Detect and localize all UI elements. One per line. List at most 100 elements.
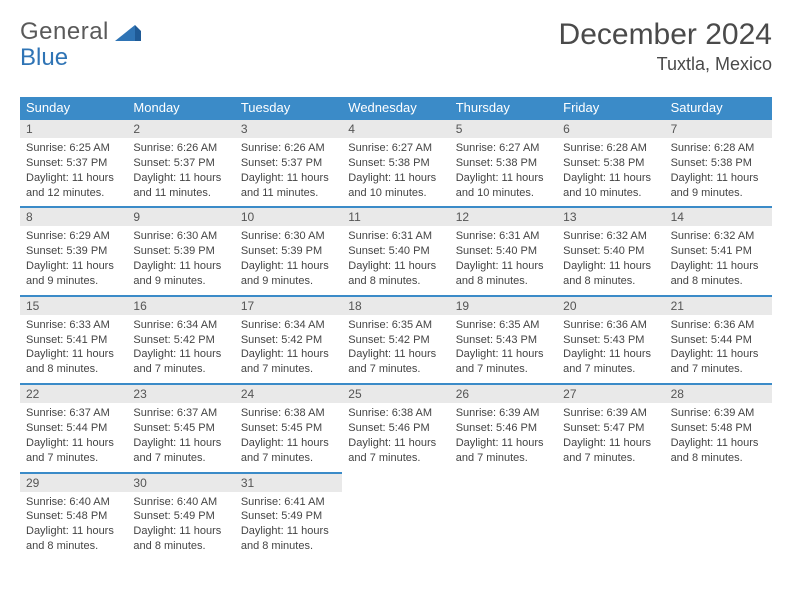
sunrise-line: Sunrise: 6:33 AM xyxy=(26,318,121,333)
day-body: Sunrise: 6:32 AMSunset: 5:40 PMDaylight:… xyxy=(557,226,664,294)
day-number: 19 xyxy=(450,297,557,315)
day-cell: 12Sunrise: 6:31 AMSunset: 5:40 PMDayligh… xyxy=(450,206,557,294)
sunrise-line: Sunrise: 6:39 AM xyxy=(563,406,658,421)
sunset-line: Sunset: 5:43 PM xyxy=(456,333,551,348)
sunset-line: Sunset: 5:40 PM xyxy=(456,244,551,259)
daylight-line: Daylight: 11 hours and 8 minutes. xyxy=(241,524,336,554)
daylight-line: Daylight: 11 hours and 8 minutes. xyxy=(563,259,658,289)
sunset-line: Sunset: 5:39 PM xyxy=(133,244,228,259)
daylight-line: Daylight: 11 hours and 7 minutes. xyxy=(241,347,336,377)
day-body: Sunrise: 6:39 AMSunset: 5:46 PMDaylight:… xyxy=(450,403,557,471)
sunset-line: Sunset: 5:42 PM xyxy=(133,333,228,348)
daylight-line: Daylight: 11 hours and 10 minutes. xyxy=(456,171,551,201)
day-cell: 21Sunrise: 6:36 AMSunset: 5:44 PMDayligh… xyxy=(665,295,772,383)
day-cell: 20Sunrise: 6:36 AMSunset: 5:43 PMDayligh… xyxy=(557,295,664,383)
sunset-line: Sunset: 5:43 PM xyxy=(563,333,658,348)
daylight-line: Daylight: 11 hours and 8 minutes. xyxy=(348,259,443,289)
sunrise-line: Sunrise: 6:32 AM xyxy=(671,229,766,244)
empty-day xyxy=(665,472,772,560)
daylight-line: Daylight: 11 hours and 7 minutes. xyxy=(671,347,766,377)
day-number: 29 xyxy=(20,474,127,492)
day-body: Sunrise: 6:34 AMSunset: 5:42 PMDaylight:… xyxy=(127,315,234,383)
daylight-line: Daylight: 11 hours and 10 minutes. xyxy=(563,171,658,201)
day-cell: 16Sunrise: 6:34 AMSunset: 5:42 PMDayligh… xyxy=(127,295,234,383)
day-number: 8 xyxy=(20,208,127,226)
empty-day xyxy=(450,472,557,560)
day-body: Sunrise: 6:37 AMSunset: 5:44 PMDaylight:… xyxy=(20,403,127,471)
weekday-header: Sunday xyxy=(20,97,127,118)
weekday-header: Tuesday xyxy=(235,97,342,118)
sunset-line: Sunset: 5:37 PM xyxy=(133,156,228,171)
sunset-line: Sunset: 5:38 PM xyxy=(563,156,658,171)
daylight-line: Daylight: 11 hours and 11 minutes. xyxy=(133,171,228,201)
day-body: Sunrise: 6:25 AMSunset: 5:37 PMDaylight:… xyxy=(20,138,127,206)
day-cell: 7Sunrise: 6:28 AMSunset: 5:38 PMDaylight… xyxy=(665,118,772,206)
day-body: Sunrise: 6:30 AMSunset: 5:39 PMDaylight:… xyxy=(235,226,342,294)
sunset-line: Sunset: 5:39 PM xyxy=(26,244,121,259)
sunset-line: Sunset: 5:41 PM xyxy=(671,244,766,259)
sunrise-line: Sunrise: 6:37 AM xyxy=(26,406,121,421)
sunset-line: Sunset: 5:45 PM xyxy=(241,421,336,436)
week-row: 29Sunrise: 6:40 AMSunset: 5:48 PMDayligh… xyxy=(20,472,772,560)
sunset-line: Sunset: 5:40 PM xyxy=(563,244,658,259)
logo-triangle-icon xyxy=(115,23,141,41)
sunrise-line: Sunrise: 6:36 AM xyxy=(563,318,658,333)
day-number: 18 xyxy=(342,297,449,315)
weekday-header-row: SundayMondayTuesdayWednesdayThursdayFrid… xyxy=(20,97,772,118)
day-number: 23 xyxy=(127,385,234,403)
sunrise-line: Sunrise: 6:34 AM xyxy=(133,318,228,333)
day-cell: 8Sunrise: 6:29 AMSunset: 5:39 PMDaylight… xyxy=(20,206,127,294)
logo-word-general: General xyxy=(20,18,109,46)
day-number: 20 xyxy=(557,297,664,315)
day-cell: 19Sunrise: 6:35 AMSunset: 5:43 PMDayligh… xyxy=(450,295,557,383)
day-body: Sunrise: 6:40 AMSunset: 5:48 PMDaylight:… xyxy=(20,492,127,560)
daylight-line: Daylight: 11 hours and 7 minutes. xyxy=(133,436,228,466)
day-number: 13 xyxy=(557,208,664,226)
sunset-line: Sunset: 5:42 PM xyxy=(348,333,443,348)
day-body: Sunrise: 6:31 AMSunset: 5:40 PMDaylight:… xyxy=(450,226,557,294)
sunset-line: Sunset: 5:47 PM xyxy=(563,421,658,436)
weekday-header: Wednesday xyxy=(342,97,449,118)
day-number: 7 xyxy=(665,120,772,138)
day-number: 16 xyxy=(127,297,234,315)
sunset-line: Sunset: 5:46 PM xyxy=(348,421,443,436)
sunset-line: Sunset: 5:37 PM xyxy=(26,156,121,171)
daylight-line: Daylight: 11 hours and 9 minutes. xyxy=(26,259,121,289)
weeks-container: 1Sunrise: 6:25 AMSunset: 5:37 PMDaylight… xyxy=(20,118,772,560)
day-body: Sunrise: 6:38 AMSunset: 5:46 PMDaylight:… xyxy=(342,403,449,471)
daylight-line: Daylight: 11 hours and 7 minutes. xyxy=(456,436,551,466)
weekday-header: Thursday xyxy=(450,97,557,118)
day-cell: 27Sunrise: 6:39 AMSunset: 5:47 PMDayligh… xyxy=(557,383,664,471)
day-number: 1 xyxy=(20,120,127,138)
weekday-header: Monday xyxy=(127,97,234,118)
daylight-line: Daylight: 11 hours and 9 minutes. xyxy=(133,259,228,289)
sunrise-line: Sunrise: 6:40 AM xyxy=(133,495,228,510)
day-body: Sunrise: 6:32 AMSunset: 5:41 PMDaylight:… xyxy=(665,226,772,294)
sunrise-line: Sunrise: 6:25 AM xyxy=(26,141,121,156)
day-number: 25 xyxy=(342,385,449,403)
daylight-line: Daylight: 11 hours and 8 minutes. xyxy=(26,347,121,377)
daylight-line: Daylight: 11 hours and 7 minutes. xyxy=(348,436,443,466)
sunrise-line: Sunrise: 6:36 AM xyxy=(671,318,766,333)
day-cell: 13Sunrise: 6:32 AMSunset: 5:40 PMDayligh… xyxy=(557,206,664,294)
sunrise-line: Sunrise: 6:41 AM xyxy=(241,495,336,510)
week-row: 15Sunrise: 6:33 AMSunset: 5:41 PMDayligh… xyxy=(20,295,772,383)
day-body: Sunrise: 6:33 AMSunset: 5:41 PMDaylight:… xyxy=(20,315,127,383)
day-cell: 1Sunrise: 6:25 AMSunset: 5:37 PMDaylight… xyxy=(20,118,127,206)
sunrise-line: Sunrise: 6:35 AM xyxy=(348,318,443,333)
day-number: 15 xyxy=(20,297,127,315)
day-body: Sunrise: 6:35 AMSunset: 5:43 PMDaylight:… xyxy=(450,315,557,383)
day-number: 27 xyxy=(557,385,664,403)
sunset-line: Sunset: 5:42 PM xyxy=(241,333,336,348)
day-number: 12 xyxy=(450,208,557,226)
sunset-line: Sunset: 5:40 PM xyxy=(348,244,443,259)
logo: General xyxy=(20,18,143,46)
day-body: Sunrise: 6:27 AMSunset: 5:38 PMDaylight:… xyxy=(342,138,449,206)
day-cell: 5Sunrise: 6:27 AMSunset: 5:38 PMDaylight… xyxy=(450,118,557,206)
sunrise-line: Sunrise: 6:31 AM xyxy=(456,229,551,244)
sunset-line: Sunset: 5:39 PM xyxy=(241,244,336,259)
sunrise-line: Sunrise: 6:39 AM xyxy=(671,406,766,421)
day-cell: 4Sunrise: 6:27 AMSunset: 5:38 PMDaylight… xyxy=(342,118,449,206)
day-body: Sunrise: 6:31 AMSunset: 5:40 PMDaylight:… xyxy=(342,226,449,294)
sunrise-line: Sunrise: 6:38 AM xyxy=(348,406,443,421)
